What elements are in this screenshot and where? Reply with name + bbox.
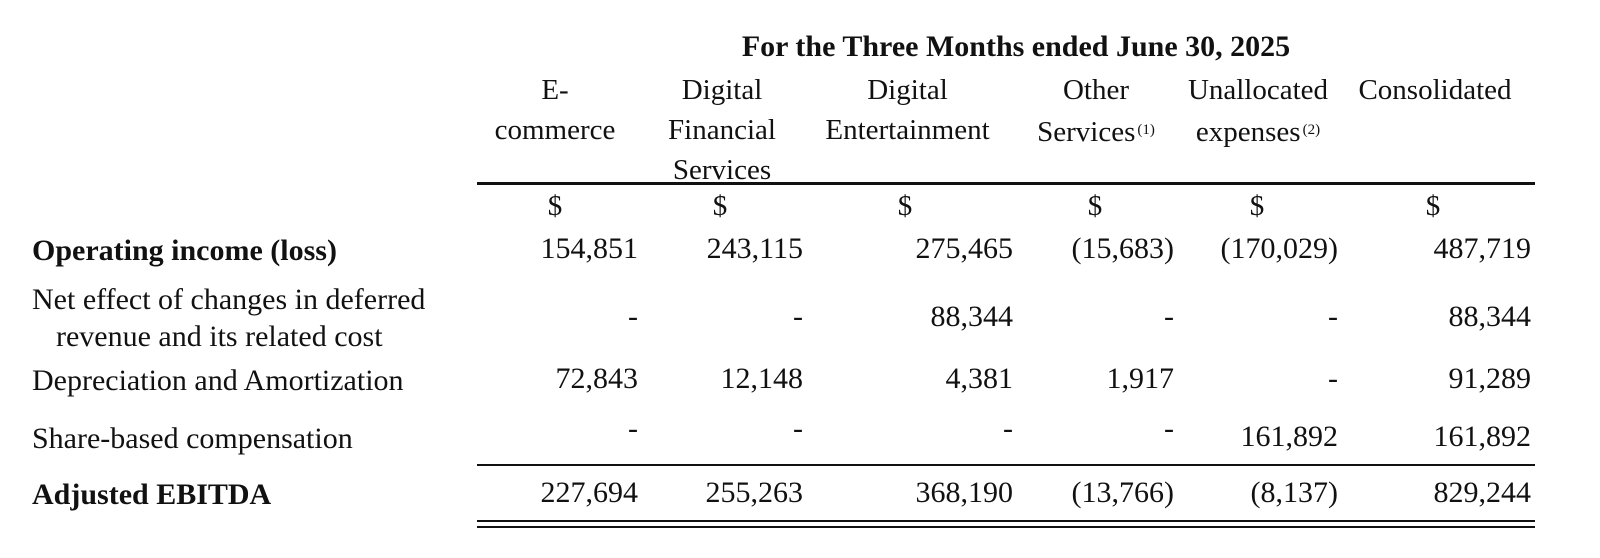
table-cell: 88,344 xyxy=(1448,300,1532,333)
row-label-line: Net effect of changes in deferred xyxy=(32,283,426,316)
table-cell: (170,029) xyxy=(1220,232,1338,265)
column-header-consolidated: Consolidated xyxy=(1340,70,1530,110)
period-header: For the Three Months ended June 30, 2025 xyxy=(741,30,1291,63)
currency-symbol: $ xyxy=(712,190,728,222)
column-header-unallocated-expenses: Unallocated expenses (2) xyxy=(1173,70,1343,152)
row-label-share-based-compensation: Share-based compensation xyxy=(32,422,353,455)
currency-symbol: $ xyxy=(547,190,563,222)
column-header-line: expenses xyxy=(1195,116,1301,148)
currency-symbol: $ xyxy=(897,190,913,222)
header-rule xyxy=(477,182,1535,185)
column-header-digital-entertainment: Digital Entertainment xyxy=(805,70,1010,150)
total-double-rule-top xyxy=(477,520,1535,522)
column-header-line: E- xyxy=(541,74,569,106)
column-header-line: Services xyxy=(672,154,772,186)
column-header-other-services: Other Services (1) xyxy=(1026,70,1166,152)
row-label-line: revenue and its related cost xyxy=(56,320,383,353)
currency-symbol: $ xyxy=(1087,190,1103,222)
column-header-line: Financial xyxy=(668,114,776,146)
footnote-marker: (2) xyxy=(1302,122,1321,138)
table-cell: 4,381 xyxy=(945,362,1014,395)
table-cell: 161,892 xyxy=(1240,420,1339,453)
column-header-line: Consolidated xyxy=(1358,74,1512,106)
table-cell: (13,766) xyxy=(1071,476,1174,509)
table-cell: - xyxy=(793,300,803,333)
column-header-line: Entertainment xyxy=(825,114,990,146)
table-cell: 1,917 xyxy=(1106,362,1175,395)
table-cell: - xyxy=(1164,412,1174,445)
table-cell: 829,244 xyxy=(1433,476,1532,509)
row-label-adjusted-ebitda: Adjusted EBITDA xyxy=(32,478,272,511)
total-double-rule-bottom xyxy=(477,526,1535,528)
table-cell: 88,344 xyxy=(930,300,1014,333)
table-cell: 243,115 xyxy=(706,232,803,265)
table-cell: 227,694 xyxy=(540,476,639,509)
column-header-line: Services xyxy=(1037,116,1136,148)
footnote-marker: (1) xyxy=(1137,122,1155,138)
table-cell: 91,289 xyxy=(1448,362,1532,395)
table-cell: 12,148 xyxy=(720,362,804,395)
table-cell: - xyxy=(628,300,638,333)
table-cell: 275,465 xyxy=(915,232,1014,265)
table-cell: - xyxy=(793,412,803,445)
table-cell: 161,892 xyxy=(1433,420,1532,453)
table-cell: 368,190 xyxy=(915,476,1014,509)
row-label-deferred-revenue: Net effect of changes in deferred revenu… xyxy=(32,281,492,355)
row-label-operating-income: Operating income (loss) xyxy=(32,234,337,267)
column-header-ecommerce: E- commerce xyxy=(484,70,626,150)
column-header-digital-financial-services: Digital Financial Services xyxy=(657,70,787,190)
column-header-line: Digital xyxy=(867,74,948,106)
table-cell: 72,843 xyxy=(555,362,639,395)
table-cell: - xyxy=(1328,300,1338,333)
table-cell: - xyxy=(1003,412,1013,445)
column-header-line: Other xyxy=(1062,74,1130,106)
table-cell: - xyxy=(628,412,638,445)
table-cell: 487,719 xyxy=(1433,232,1532,265)
table-cell: (15,683) xyxy=(1071,232,1174,265)
column-header-line: commerce xyxy=(494,114,616,146)
table-cell: 154,851 xyxy=(540,232,639,265)
currency-symbol: $ xyxy=(1249,190,1265,222)
row-label-depreciation: Depreciation and Amortization xyxy=(32,364,404,397)
currency-symbol: $ xyxy=(1425,190,1441,222)
table-cell: - xyxy=(1164,300,1174,333)
table-cell: 255,263 xyxy=(705,476,804,509)
column-header-line: Unallocated xyxy=(1187,74,1329,106)
table-cell: - xyxy=(1328,362,1338,395)
table-cell: (8,137) xyxy=(1250,476,1338,509)
column-header-line: Digital xyxy=(681,74,763,106)
subtotal-rule xyxy=(477,464,1535,466)
